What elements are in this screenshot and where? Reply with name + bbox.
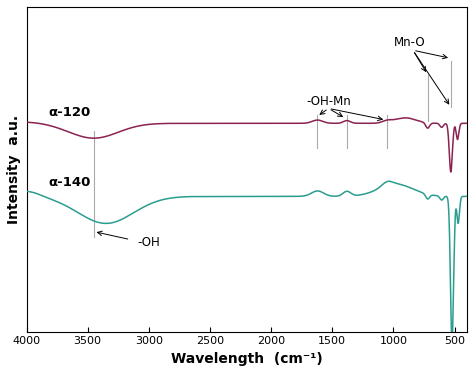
Text: -OH: -OH (137, 236, 160, 249)
Text: α-140: α-140 (48, 176, 91, 189)
Text: Mn-O: Mn-O (393, 35, 425, 48)
X-axis label: Wavelength  (cm⁻¹): Wavelength (cm⁻¹) (171, 352, 322, 366)
Text: α-120: α-120 (48, 106, 91, 119)
Y-axis label: Intensity  a.u.: Intensity a.u. (7, 115, 21, 224)
Text: -OH-Mn: -OH-Mn (306, 95, 351, 108)
